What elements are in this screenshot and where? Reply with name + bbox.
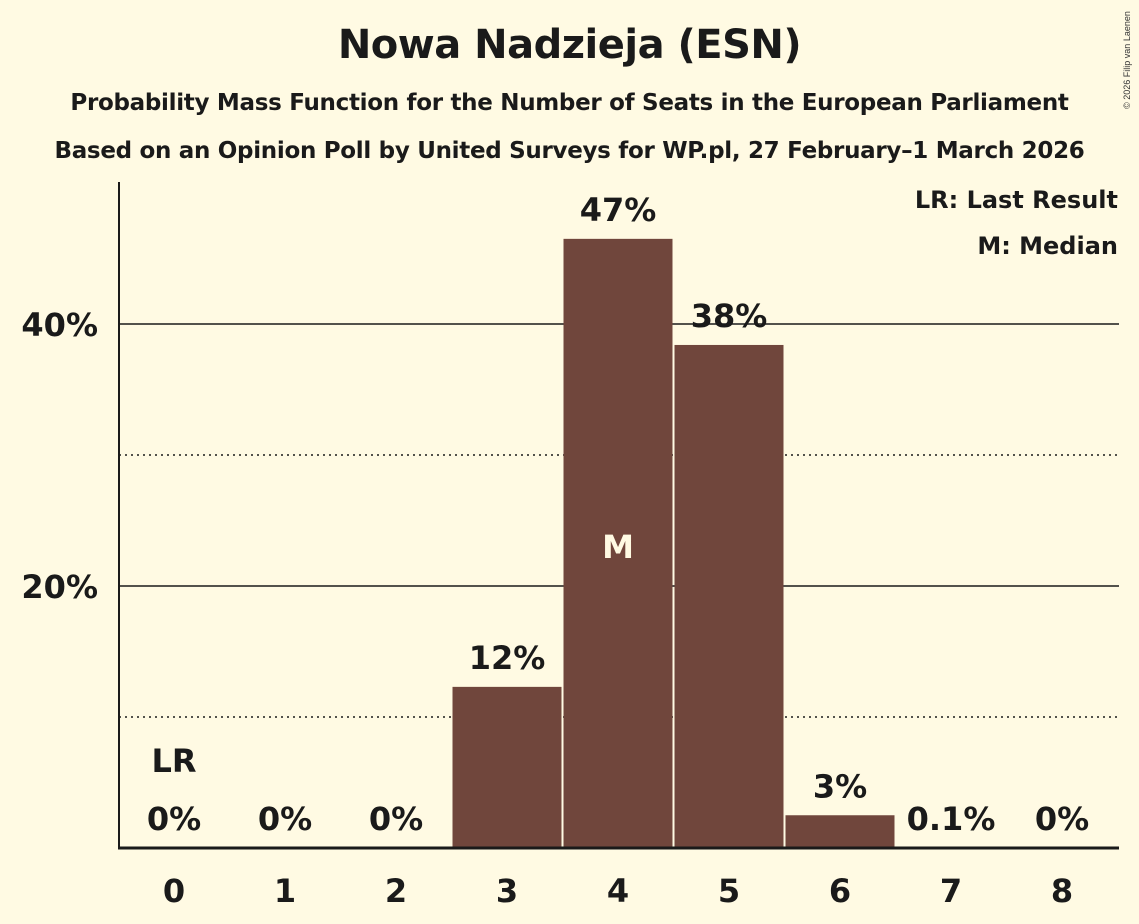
bar-seats-5: [674, 344, 784, 848]
x-tick-label: 1: [274, 872, 296, 910]
bar-value-label: 0%: [147, 800, 201, 838]
bar-seats-4: [563, 238, 673, 849]
bar-value-label: 12%: [469, 639, 546, 677]
x-tick-label: 3: [496, 872, 518, 910]
bar-value-label: 38%: [691, 297, 768, 335]
bar-value-label: 0%: [1035, 800, 1089, 838]
y-tick-label: 40%: [21, 306, 98, 344]
bar-value-label: 0%: [369, 800, 423, 838]
y-tick-label: 20%: [21, 568, 98, 606]
bar-value-label: 0%: [258, 800, 312, 838]
x-tick-label: 0: [163, 872, 185, 910]
x-tick-label: 5: [718, 872, 740, 910]
x-tick-label: 4: [607, 872, 629, 910]
legend-last-result: LR: Last Result: [914, 186, 1118, 214]
legend-median: M: Median: [977, 232, 1118, 260]
median-marker: M: [602, 528, 634, 566]
bar-seats-3: [452, 686, 562, 848]
chart-source: Based on an Opinion Poll by United Surve…: [54, 138, 1085, 164]
bar-value-label: 47%: [580, 191, 657, 229]
last-result-marker: LR: [151, 742, 196, 780]
x-tick-label: 6: [829, 872, 851, 910]
bar-value-label: 0.1%: [907, 800, 996, 838]
chart-title: Nowa Nadzieja (ESN): [337, 22, 802, 68]
x-tick-label: 2: [385, 872, 407, 910]
x-tick-label: 7: [940, 872, 962, 910]
chart-subtitle: Probability Mass Function for the Number…: [70, 90, 1069, 116]
x-tick-label: 8: [1051, 872, 1073, 910]
bar-seats-6: [785, 815, 895, 848]
bar-value-label: 3%: [813, 767, 867, 805]
